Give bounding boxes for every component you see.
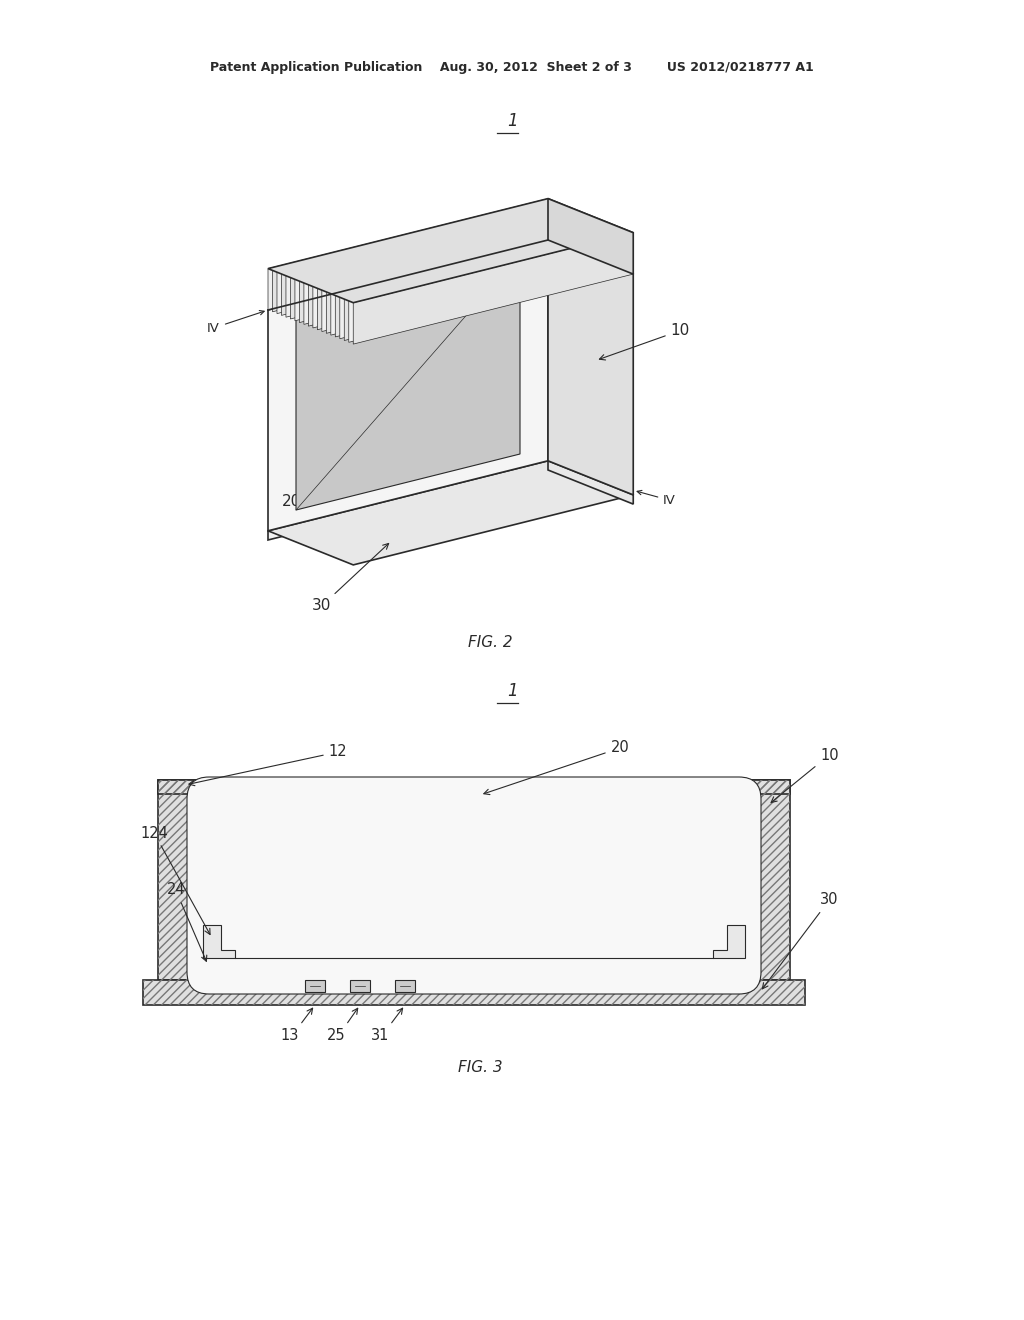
Bar xyxy=(158,780,203,979)
Polygon shape xyxy=(548,198,633,275)
Polygon shape xyxy=(313,216,593,327)
Polygon shape xyxy=(713,925,745,958)
Polygon shape xyxy=(308,215,589,326)
Text: 13: 13 xyxy=(281,1028,299,1043)
Polygon shape xyxy=(340,227,620,339)
Text: 31: 31 xyxy=(371,1028,389,1043)
Text: Patent Application Publication    Aug. 30, 2012  Sheet 2 of 3        US 2012/021: Patent Application Publication Aug. 30, … xyxy=(210,62,814,74)
Bar xyxy=(350,979,370,993)
Polygon shape xyxy=(296,253,520,510)
Polygon shape xyxy=(349,231,629,342)
Text: IV: IV xyxy=(207,310,264,334)
Polygon shape xyxy=(295,210,574,321)
Text: 30: 30 xyxy=(312,544,389,614)
Bar xyxy=(395,979,415,993)
Bar xyxy=(158,780,790,795)
Text: 30: 30 xyxy=(763,892,839,989)
Text: 25: 25 xyxy=(327,1028,345,1043)
Bar xyxy=(158,780,203,979)
Bar xyxy=(305,979,325,993)
Text: 10: 10 xyxy=(599,323,690,360)
Bar xyxy=(143,979,805,1005)
Polygon shape xyxy=(203,925,234,958)
Polygon shape xyxy=(268,198,633,302)
Polygon shape xyxy=(331,223,610,335)
Polygon shape xyxy=(268,240,548,531)
Text: IV: IV xyxy=(637,491,676,507)
Polygon shape xyxy=(268,198,548,310)
Polygon shape xyxy=(322,220,602,331)
Polygon shape xyxy=(548,240,633,495)
Polygon shape xyxy=(268,461,548,540)
Text: 20: 20 xyxy=(483,741,630,795)
Polygon shape xyxy=(272,201,553,312)
Polygon shape xyxy=(353,232,633,345)
Polygon shape xyxy=(282,205,561,315)
Text: 124: 124 xyxy=(140,825,210,935)
Text: FIG. 2: FIG. 2 xyxy=(468,635,512,649)
Text: 12: 12 xyxy=(188,744,347,785)
Polygon shape xyxy=(268,461,633,565)
Polygon shape xyxy=(299,211,580,322)
Polygon shape xyxy=(304,213,584,325)
Text: 24: 24 xyxy=(166,883,207,961)
FancyBboxPatch shape xyxy=(187,777,761,994)
Bar xyxy=(143,979,805,1005)
Polygon shape xyxy=(317,218,597,330)
Bar xyxy=(745,780,790,979)
Text: 1: 1 xyxy=(507,682,517,700)
Polygon shape xyxy=(327,222,606,334)
Polygon shape xyxy=(291,207,570,319)
Polygon shape xyxy=(276,202,557,314)
Polygon shape xyxy=(286,206,566,317)
Bar xyxy=(158,780,790,795)
Text: FIG. 3: FIG. 3 xyxy=(458,1060,503,1074)
Text: 10: 10 xyxy=(771,747,839,803)
Text: 1: 1 xyxy=(507,112,517,129)
Polygon shape xyxy=(548,461,633,504)
Polygon shape xyxy=(335,226,615,337)
Text: 20: 20 xyxy=(282,449,362,510)
Bar xyxy=(203,795,745,979)
Polygon shape xyxy=(344,230,625,341)
Bar xyxy=(745,780,790,979)
